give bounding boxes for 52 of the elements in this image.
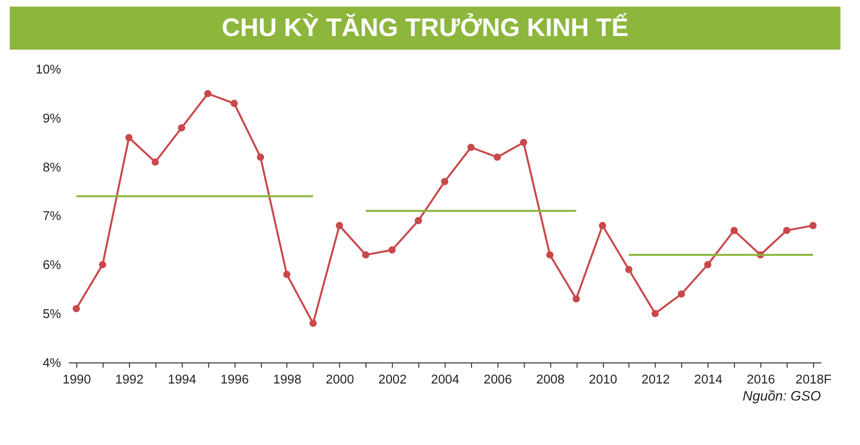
x-tick-label: 2016 [746,372,775,386]
x-tick-label: 2006 [484,372,512,386]
point [309,320,317,327]
chart-title: CHU KỲ TĂNG TRƯỞNG KINH TẾ [222,12,628,42]
point [625,266,632,274]
point [783,226,790,234]
y-tick-label: 5% [42,306,62,321]
point [125,134,133,142]
x-tick-label: 1992 [115,372,144,386]
point [546,251,554,258]
point [678,290,686,298]
point [336,222,344,230]
x-tick-label: 2004 [431,372,460,386]
x-tick-label: 2002 [378,372,407,386]
point [704,261,712,268]
y-tick-label: 8% [42,160,62,174]
x-tick-label: 1994 [168,372,196,386]
y-tick-label: 7% [42,209,62,224]
text: Nguồn: GSO [742,388,822,404]
x-tick-label: 1990 [62,372,91,386]
point [598,222,606,230]
point [441,178,448,186]
y-tick-label: 10% [36,62,62,77]
x-tick-label: 2012 [642,372,670,386]
point [652,310,659,318]
point [230,100,238,108]
point [467,144,475,151]
point [204,90,212,98]
point [152,158,159,166]
y-tick-label: 6% [42,258,62,272]
point [520,138,528,146]
x-tick-label: 1998 [273,372,302,386]
x-tick-label: 1996 [220,372,249,386]
point [283,270,290,278]
point [572,295,580,302]
x-tick-label: 2014 [694,372,722,386]
y-tick-label: 9% [42,111,62,126]
point [98,261,106,268]
point [494,154,501,161]
point [809,222,817,230]
point [178,124,186,132]
x-tick-label: 2018F [796,372,832,386]
x-tick-label: 2010 [588,372,618,386]
x-tick-label: 2008 [536,372,565,386]
point [388,246,396,254]
point [72,305,80,312]
point [256,154,264,161]
point [414,217,422,224]
point [362,251,370,258]
y-tick-label: 4% [42,356,62,370]
x-tick-label: 2000 [326,372,354,386]
point [730,226,738,234]
